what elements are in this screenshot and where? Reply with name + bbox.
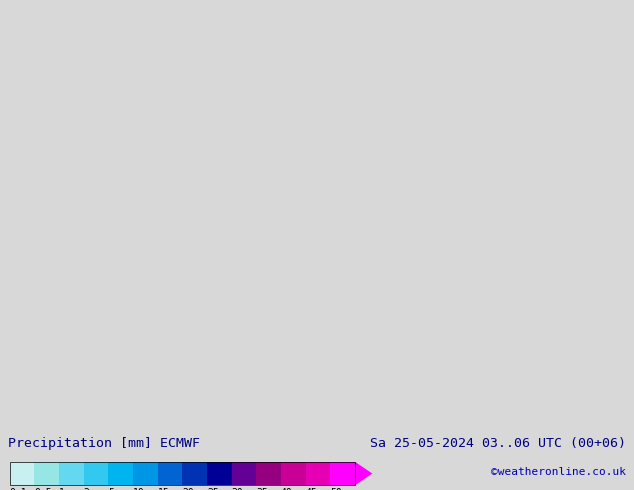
Bar bbox=[281, 462, 306, 485]
Text: 1: 1 bbox=[59, 488, 65, 490]
Bar bbox=[158, 462, 183, 485]
Text: 10: 10 bbox=[133, 488, 145, 490]
Bar bbox=[306, 462, 330, 485]
Text: 40: 40 bbox=[281, 488, 293, 490]
Text: 25: 25 bbox=[207, 488, 219, 490]
Bar bbox=[10, 462, 355, 485]
Text: Sa 25-05-2024 03..06 UTC (00+06): Sa 25-05-2024 03..06 UTC (00+06) bbox=[370, 437, 626, 450]
Text: Precipitation [mm] ECMWF: Precipitation [mm] ECMWF bbox=[8, 437, 200, 450]
Text: 2: 2 bbox=[84, 488, 89, 490]
Bar bbox=[207, 462, 231, 485]
Bar bbox=[330, 462, 355, 485]
Text: 20: 20 bbox=[183, 488, 194, 490]
Bar bbox=[84, 462, 108, 485]
Bar bbox=[34, 462, 59, 485]
Polygon shape bbox=[355, 462, 372, 485]
Text: 0.1: 0.1 bbox=[10, 488, 27, 490]
Text: 0.5: 0.5 bbox=[34, 488, 52, 490]
Bar bbox=[183, 462, 207, 485]
Bar bbox=[10, 462, 34, 485]
Text: 5: 5 bbox=[108, 488, 114, 490]
Text: 50: 50 bbox=[330, 488, 342, 490]
Text: 15: 15 bbox=[158, 488, 169, 490]
Text: ©weatheronline.co.uk: ©weatheronline.co.uk bbox=[491, 467, 626, 477]
Bar bbox=[59, 462, 84, 485]
Text: 30: 30 bbox=[231, 488, 243, 490]
Bar bbox=[256, 462, 281, 485]
Text: 35: 35 bbox=[256, 488, 268, 490]
Bar bbox=[108, 462, 133, 485]
Bar bbox=[133, 462, 158, 485]
Bar bbox=[231, 462, 256, 485]
Text: 45: 45 bbox=[306, 488, 318, 490]
